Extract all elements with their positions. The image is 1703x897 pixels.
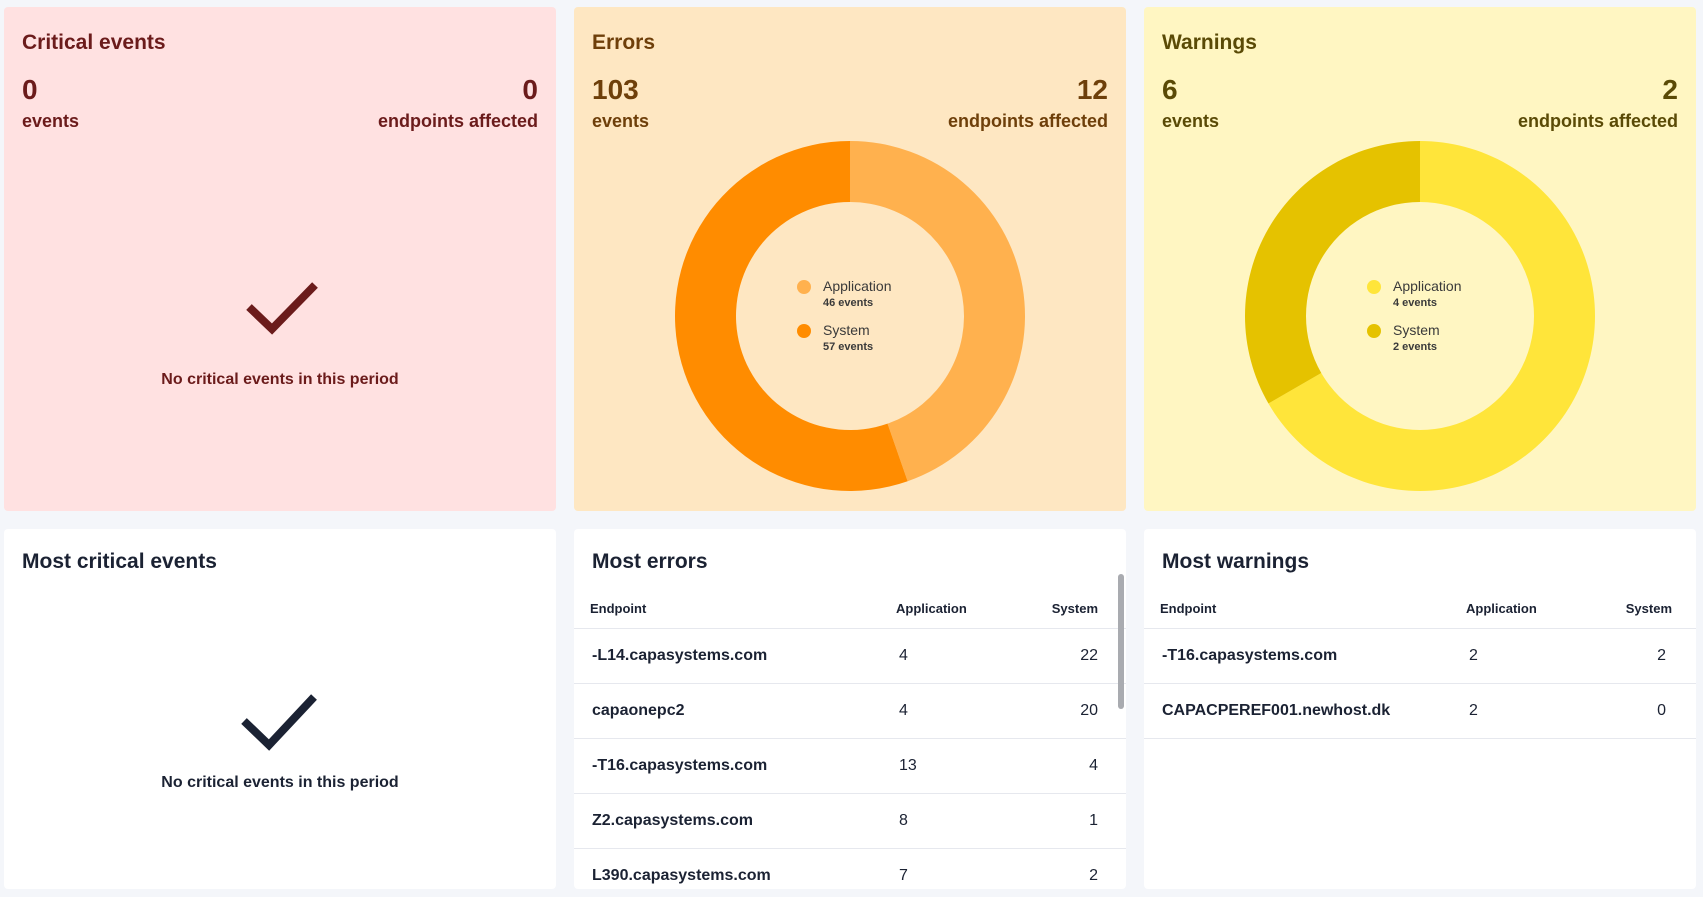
- system-cell: 20: [1080, 702, 1098, 719]
- errors-card: Errors 103 events 12 endpoints affected …: [574, 7, 1126, 511]
- legend-item-system[interactable]: System 57 events: [797, 321, 892, 355]
- legend-dot-application: [1367, 280, 1381, 294]
- table-row[interactable]: -T16.capasystems.com 2 2: [1144, 629, 1696, 684]
- warnings-donut-chart[interactable]: [1244, 140, 1596, 492]
- critical-events-card: Critical events 0 events 0 endpoints aff…: [4, 7, 556, 511]
- legend-name: Application: [1393, 278, 1462, 294]
- endpoint-cell[interactable]: -T16.capasystems.com: [1162, 647, 1338, 664]
- legend-value: 57 events: [823, 341, 874, 353]
- most-warnings-rows: -T16.capasystems.com 2 2 CAPACPEREF001.n…: [1144, 629, 1696, 739]
- legend-dot-system: [797, 324, 811, 338]
- table-row[interactable]: Z2.capasystems.com 8 1: [574, 794, 1126, 849]
- errors-endpoints-count: 12: [1076, 74, 1108, 105]
- application-cell: 13: [899, 757, 917, 774]
- table-header: Endpoint Application System: [1144, 583, 1696, 629]
- endpoint-cell[interactable]: Z2.capasystems.com: [592, 812, 753, 829]
- warnings-legend: Application 4 events System 2 events: [1367, 277, 1462, 365]
- endpoint-cell[interactable]: L390.capasystems.com: [592, 867, 771, 884]
- legend-item-application[interactable]: Application 4 events: [1367, 277, 1462, 311]
- system-cell: 2: [1657, 647, 1666, 664]
- legend-dot-application: [797, 280, 811, 294]
- warnings-events-label: events: [1162, 111, 1220, 131]
- header-endpoint[interactable]: Endpoint: [1160, 601, 1217, 616]
- legend-item-system[interactable]: System 2 events: [1367, 321, 1462, 355]
- warnings-endpoints-label: endpoints affected: [1517, 111, 1678, 131]
- header-application[interactable]: Application: [1466, 601, 1537, 616]
- check-icon: [246, 282, 318, 335]
- errors-legend: Application 46 events System 57 events: [797, 277, 892, 365]
- application-cell: 7: [899, 867, 908, 884]
- header-system[interactable]: System: [1625, 601, 1672, 616]
- most-critical-events-card: Most critical events No critical events …: [4, 529, 556, 889]
- system-cell: 2: [1089, 867, 1098, 884]
- donut-slice-application[interactable]: [850, 141, 1025, 482]
- legend-value: 4 events: [1393, 297, 1438, 309]
- legend-name: System: [1393, 322, 1440, 338]
- warnings-events-count: 6: [1162, 74, 1178, 105]
- legend-name: Application: [823, 278, 892, 294]
- donut-slice-application[interactable]: [1268, 141, 1595, 491]
- endpoint-cell[interactable]: -T16.capasystems.com: [592, 757, 768, 774]
- table-row[interactable]: CAPACPEREF001.newhost.dk 2 0: [1144, 684, 1696, 739]
- table-row[interactable]: capaonepc2 4 20: [574, 684, 1126, 739]
- most-errors-rows: -L14.capasystems.com 4 22 capaonepc2 4 2…: [574, 629, 1126, 889]
- critical-endpoints-count: 0: [522, 74, 538, 105]
- header-application[interactable]: Application: [896, 601, 967, 616]
- errors-events-label: events: [592, 111, 650, 131]
- legend-dot-system: [1367, 324, 1381, 338]
- critical-events-title: Critical events: [22, 31, 166, 54]
- application-cell: 8: [899, 812, 908, 829]
- legend-value: 46 events: [823, 297, 874, 309]
- most-warnings-title: Most warnings: [1162, 550, 1310, 573]
- endpoint-cell[interactable]: capaonepc2: [592, 702, 685, 719]
- critical-endpoints-label: endpoints affected: [377, 111, 538, 131]
- application-cell: 2: [1469, 647, 1478, 664]
- table-header: Endpoint Application System: [574, 583, 1126, 629]
- check-icon: [241, 694, 317, 751]
- warnings-title: Warnings: [1162, 31, 1257, 54]
- most-errors-title: Most errors: [592, 550, 708, 573]
- application-cell: 4: [899, 647, 908, 664]
- header-endpoint[interactable]: Endpoint: [590, 601, 647, 616]
- application-cell: 4: [899, 702, 908, 719]
- legend-item-application[interactable]: Application 46 events: [797, 277, 892, 311]
- legend-name: System: [823, 322, 870, 338]
- system-cell: 4: [1089, 757, 1098, 774]
- application-cell: 2: [1469, 702, 1478, 719]
- legend-value: 2 events: [1393, 341, 1438, 353]
- errors-endpoints-label: endpoints affected: [947, 111, 1108, 131]
- errors-title: Errors: [592, 31, 656, 54]
- warnings-card: Warnings 6 events 2 endpoints affected A…: [1144, 7, 1696, 511]
- most-critical-title: Most critical events: [22, 550, 217, 573]
- table-row[interactable]: -T16.capasystems.com 13 4: [574, 739, 1126, 794]
- critical-empty-message: No critical events in this period: [161, 371, 399, 388]
- critical-events-label: events: [22, 111, 80, 131]
- most-errors-card: Most errors Endpoint Application System …: [574, 529, 1126, 889]
- errors-donut-chart[interactable]: [674, 140, 1026, 492]
- most-warnings-card: Most warnings Endpoint Application Syste…: [1144, 529, 1696, 889]
- donut-slice-system[interactable]: [674, 141, 908, 491]
- system-cell: 22: [1080, 647, 1098, 664]
- system-cell: 1: [1089, 812, 1098, 829]
- scrollbar[interactable]: [1118, 574, 1124, 709]
- critical-events-count: 0: [22, 74, 38, 105]
- most-critical-empty-message: No critical events in this period: [161, 774, 399, 791]
- system-cell: 0: [1657, 702, 1666, 719]
- errors-events-count: 103: [592, 74, 639, 105]
- warnings-endpoints-count: 2: [1662, 74, 1678, 105]
- endpoint-cell[interactable]: CAPACPEREF001.newhost.dk: [1162, 702, 1391, 719]
- table-row[interactable]: L390.capasystems.com 7 2: [574, 849, 1126, 889]
- header-system[interactable]: System: [1051, 601, 1098, 616]
- donut-slice-system[interactable]: [1245, 141, 1420, 404]
- table-row[interactable]: -L14.capasystems.com 4 22: [574, 629, 1126, 684]
- endpoint-cell[interactable]: -L14.capasystems.com: [592, 647, 768, 664]
